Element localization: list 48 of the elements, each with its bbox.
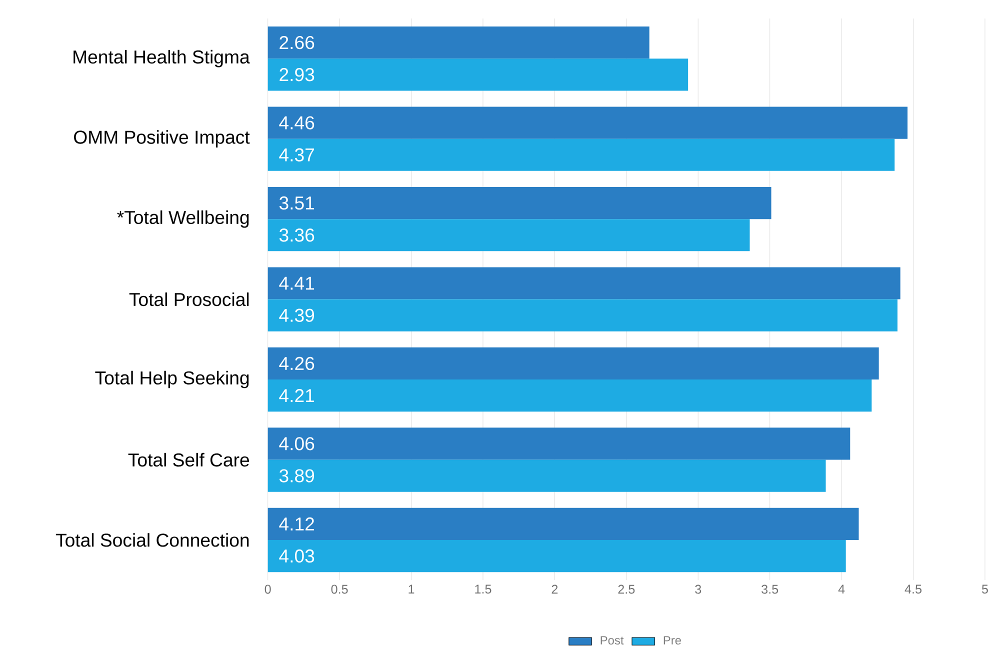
x-tick-label: 4 [838,584,845,594]
y-tick-label: Total Social Connection [56,533,249,547]
x-tick-label: 0 [264,584,271,594]
legend-label: Pre [664,636,681,645]
data-label: 4.46 [279,116,314,130]
data-label: 3.51 [279,196,314,210]
bar [268,26,650,59]
bar [268,58,688,91]
bar [268,219,750,252]
bar [268,106,908,139]
bar [268,508,859,540]
data-label: 4.37 [279,148,314,162]
bar [268,540,846,572]
x-tick-label: 1.5 [475,584,492,594]
data-label: 4.26 [279,356,314,370]
bar [268,460,826,492]
y-tick-label: OMM Positive Impact [74,130,250,148]
bar [268,428,850,460]
x-tick-label: 5 [982,584,988,594]
legend-label: Post [600,636,624,645]
y-tick-label: *Total Wellbeing [117,210,249,228]
bar [268,267,900,300]
x-tick-label: 2 [552,584,558,594]
y-tick-label: Total Prosocial [129,292,249,306]
bar [268,138,895,171]
data-label: 4.12 [279,517,314,530]
x-tick-label: 3 [695,584,702,594]
data-label: 4.41 [279,276,314,290]
data-label: 4.03 [279,549,314,563]
x-tick-label: 1 [408,584,414,594]
bar [268,186,772,220]
data-label: 3.36 [279,228,314,242]
bar [268,347,879,380]
data-label: 4.06 [279,437,314,450]
x-tick-label: 3.5 [762,584,778,594]
data-label: 3.89 [279,469,314,482]
data-label: 4.39 [279,308,314,322]
x-tick-label: 4.5 [904,584,922,594]
y-tick-label: Mental Health Stigma [74,50,250,68]
data-label: 4.21 [279,389,314,402]
data-label: 2.93 [280,68,314,82]
x-tick-label: 0.5 [331,584,348,594]
y-tick-label: Total Help Seeking [95,370,249,388]
bar [268,299,898,332]
data-label: 2.66 [280,36,314,50]
x-tick-label: 2.5 [618,584,635,594]
bar [268,380,872,412]
y-tick-label: Total Self Care [128,452,250,467]
